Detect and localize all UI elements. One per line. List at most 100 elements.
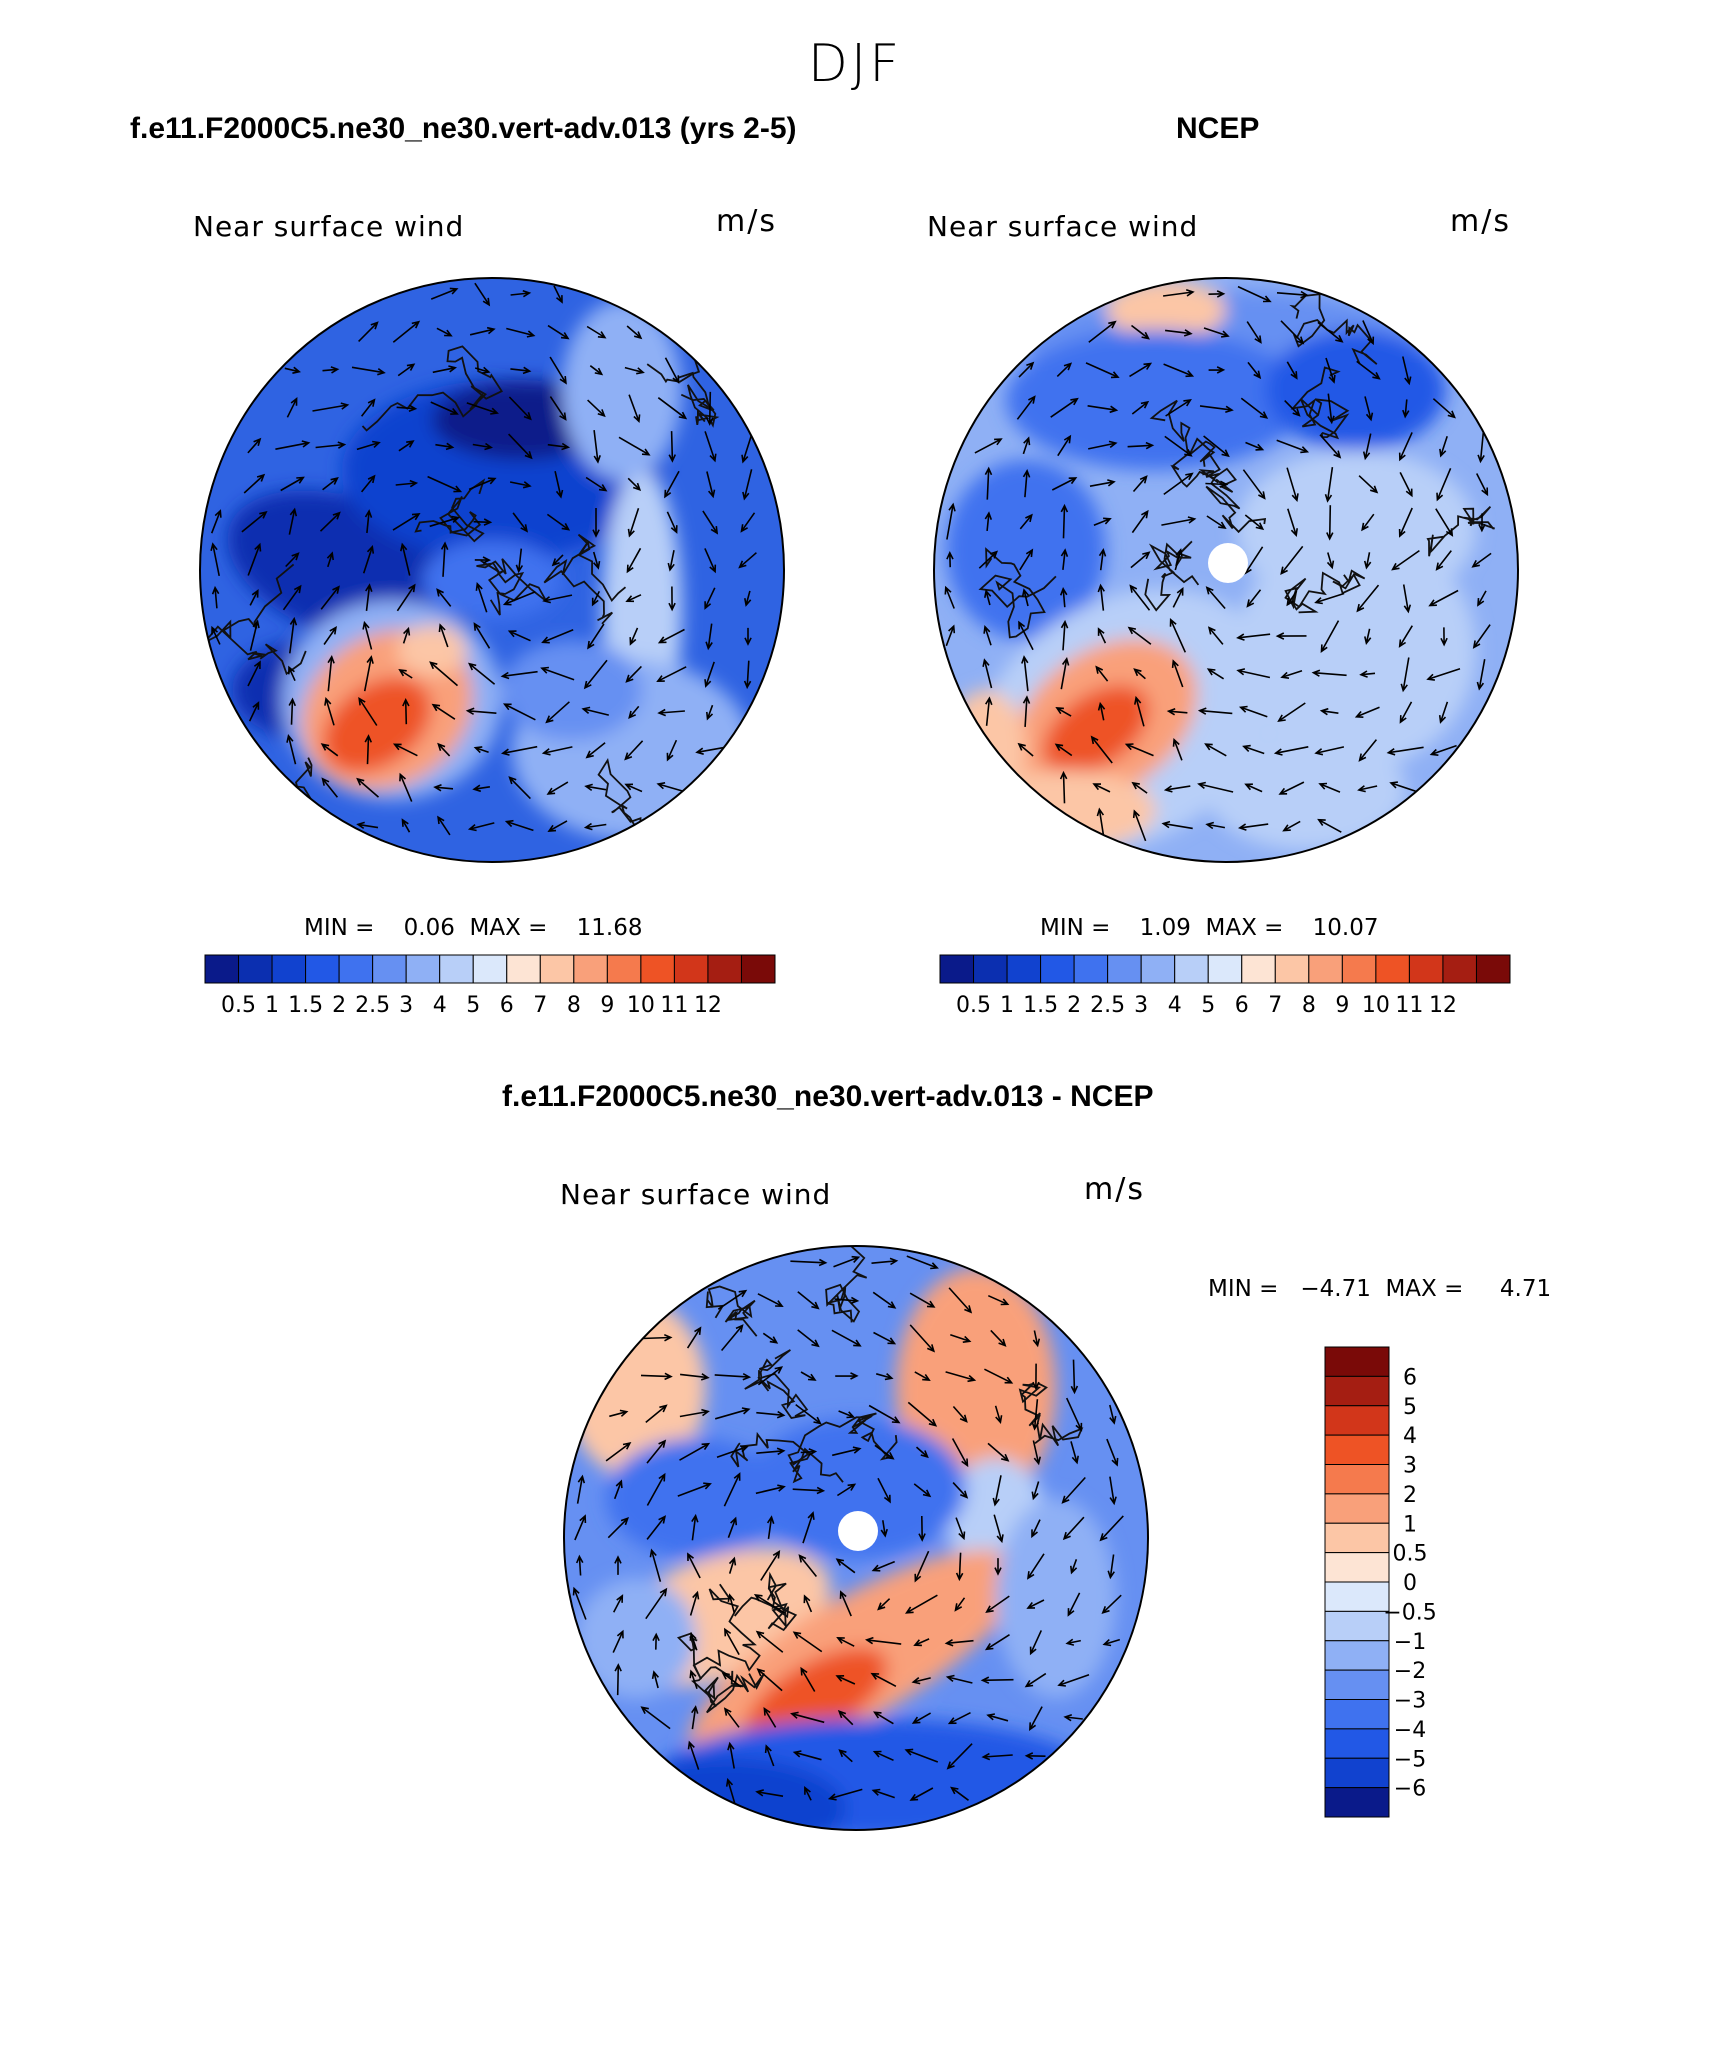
wind-vector-arrow bbox=[500, 670, 538, 680]
wind-vector-arrow bbox=[1059, 586, 1068, 608]
wind-vector-arrow bbox=[1131, 324, 1150, 340]
wind-vector-arrow bbox=[474, 282, 491, 307]
colorbar-tick-label: 0.5 bbox=[956, 993, 991, 1018]
wind-vector-arrow bbox=[1031, 1399, 1039, 1431]
colorbar-swatch bbox=[606, 954, 642, 984]
colorbar-swatch bbox=[1324, 1405, 1390, 1436]
wind-vector-arrow bbox=[803, 1594, 813, 1613]
colorbar-tick-label: 8 bbox=[567, 993, 581, 1018]
wind-vector-arrow bbox=[289, 616, 298, 654]
wind-vector-arrow bbox=[757, 1366, 784, 1386]
wind-vector-arrow bbox=[994, 1405, 1003, 1424]
wind-vector-arrow bbox=[247, 542, 262, 576]
wind-vector-arrow bbox=[312, 402, 350, 412]
wind-vector-arrow bbox=[948, 1287, 973, 1314]
wind-vector-arrow bbox=[275, 440, 311, 450]
wind-vector-arrow bbox=[691, 1513, 699, 1541]
coastline bbox=[733, 1571, 798, 1632]
wind-vector-arrow bbox=[666, 739, 678, 762]
wind-vector-arrow bbox=[795, 1403, 822, 1425]
wind-vector-arrow bbox=[467, 662, 496, 685]
wind-vector-arrow bbox=[984, 511, 993, 531]
wind-vector-arrow bbox=[554, 471, 564, 499]
wind-vector-arrow bbox=[1070, 1359, 1079, 1395]
wind-vector-arrow bbox=[320, 743, 339, 757]
wind-vector-arrow bbox=[909, 1292, 936, 1308]
wind-vector-arrow bbox=[706, 704, 714, 721]
colorbar-tick-label: 0 bbox=[1403, 1571, 1417, 1596]
wind-vector-arrow bbox=[575, 1554, 584, 1576]
coastline bbox=[705, 1285, 758, 1337]
coastline bbox=[1144, 540, 1200, 612]
colorbar-swatch bbox=[1308, 954, 1343, 984]
wind-vector-arrow bbox=[980, 1676, 1014, 1684]
wind-vector-arrow bbox=[1130, 551, 1151, 569]
panel-3-field-label: Near surface wind bbox=[560, 1178, 832, 1211]
wind-vector-arrow bbox=[402, 626, 411, 644]
wind-vector-arrow bbox=[727, 1516, 738, 1538]
colorbar-tick-label: 3 bbox=[1403, 1454, 1417, 1479]
panel-1-title: f.e11.F2000C5.ne30_ne30.vert-adv.013 (yr… bbox=[130, 112, 797, 145]
wind-vector-arrow bbox=[873, 1331, 897, 1345]
coastline bbox=[1426, 506, 1495, 557]
wind-vector-arrow bbox=[868, 1404, 901, 1424]
wind-vector-arrow bbox=[974, 438, 1003, 454]
wind-vector-arrow bbox=[1287, 508, 1298, 538]
wind-vector-arrow bbox=[657, 397, 688, 420]
colorbar-swatch bbox=[640, 954, 675, 984]
wind-vector-arrow bbox=[1204, 743, 1227, 757]
wind-vector-arrow bbox=[987, 1442, 1010, 1462]
wind-vector-arrow bbox=[614, 1555, 622, 1575]
map-boundary-circle bbox=[199, 277, 785, 863]
wind-vector-arrow bbox=[1244, 783, 1263, 793]
colorbar-tick-label: 7 bbox=[533, 993, 547, 1018]
wind-vector-arrow bbox=[429, 515, 461, 528]
wind-vector-arrow bbox=[790, 1711, 825, 1724]
wind-vector-arrow bbox=[1016, 395, 1036, 420]
wind-vector-arrow bbox=[1127, 626, 1152, 645]
wind-vector-arrow bbox=[1247, 361, 1262, 380]
wind-vector-arrow bbox=[1435, 508, 1454, 537]
panel-2-title: NCEP bbox=[1176, 112, 1260, 145]
wind-vector-arrow bbox=[667, 550, 675, 572]
wind-vector-arrow bbox=[431, 703, 456, 720]
wind-vector-arrow bbox=[1019, 548, 1034, 571]
wind-vector-arrow bbox=[714, 1407, 751, 1420]
wind-vector-arrow bbox=[1090, 735, 1113, 764]
wind-vector-arrow bbox=[915, 1446, 929, 1459]
wind-vector-arrow bbox=[1031, 1519, 1041, 1539]
wind-vector-arrow bbox=[986, 1713, 1009, 1722]
wind-vector-arrow bbox=[946, 1743, 973, 1770]
wind-vector-arrow bbox=[641, 1333, 673, 1342]
colorbar-swatch bbox=[506, 954, 541, 984]
wind-vector-arrow bbox=[755, 1789, 784, 1797]
wind-vector-arrow bbox=[680, 1373, 710, 1381]
wind-vector-arrow bbox=[766, 1515, 775, 1540]
colorbar-swatch bbox=[1324, 1757, 1390, 1789]
wind-vector-arrow bbox=[1205, 480, 1229, 489]
wind-vector-arrow bbox=[1276, 290, 1309, 299]
wind-vector-arrow bbox=[946, 502, 956, 540]
map-boundary-circle bbox=[563, 1245, 1149, 1831]
contour-region bbox=[606, 1438, 786, 1558]
wind-vector-arrow bbox=[909, 1787, 934, 1801]
wind-vector-arrow bbox=[1242, 744, 1265, 755]
wind-vector-arrow bbox=[656, 782, 687, 793]
colorbar-swatch bbox=[204, 954, 240, 984]
wind-vector-arrow bbox=[430, 401, 459, 415]
wind-vector-arrow bbox=[945, 624, 956, 647]
wind-vector-arrow bbox=[587, 623, 605, 650]
wind-vector-arrow bbox=[624, 740, 644, 761]
wind-vector-arrow bbox=[626, 325, 643, 340]
panel-1-field-label: Near surface wind bbox=[193, 210, 465, 243]
wind-vector-arrow bbox=[402, 697, 410, 725]
wind-vector-arrow bbox=[607, 1516, 630, 1539]
wind-vector-arrow bbox=[1280, 545, 1304, 576]
wind-vector-arrow bbox=[835, 1558, 856, 1574]
wind-vector-arrow bbox=[689, 1590, 700, 1616]
wind-vector-arrow bbox=[1161, 820, 1193, 830]
wind-vector-arrow bbox=[1426, 668, 1461, 681]
wind-vector-arrow bbox=[472, 784, 491, 793]
colorbar-tick-label: 11 bbox=[1395, 993, 1423, 1018]
wind-vector-arrow bbox=[399, 772, 413, 802]
